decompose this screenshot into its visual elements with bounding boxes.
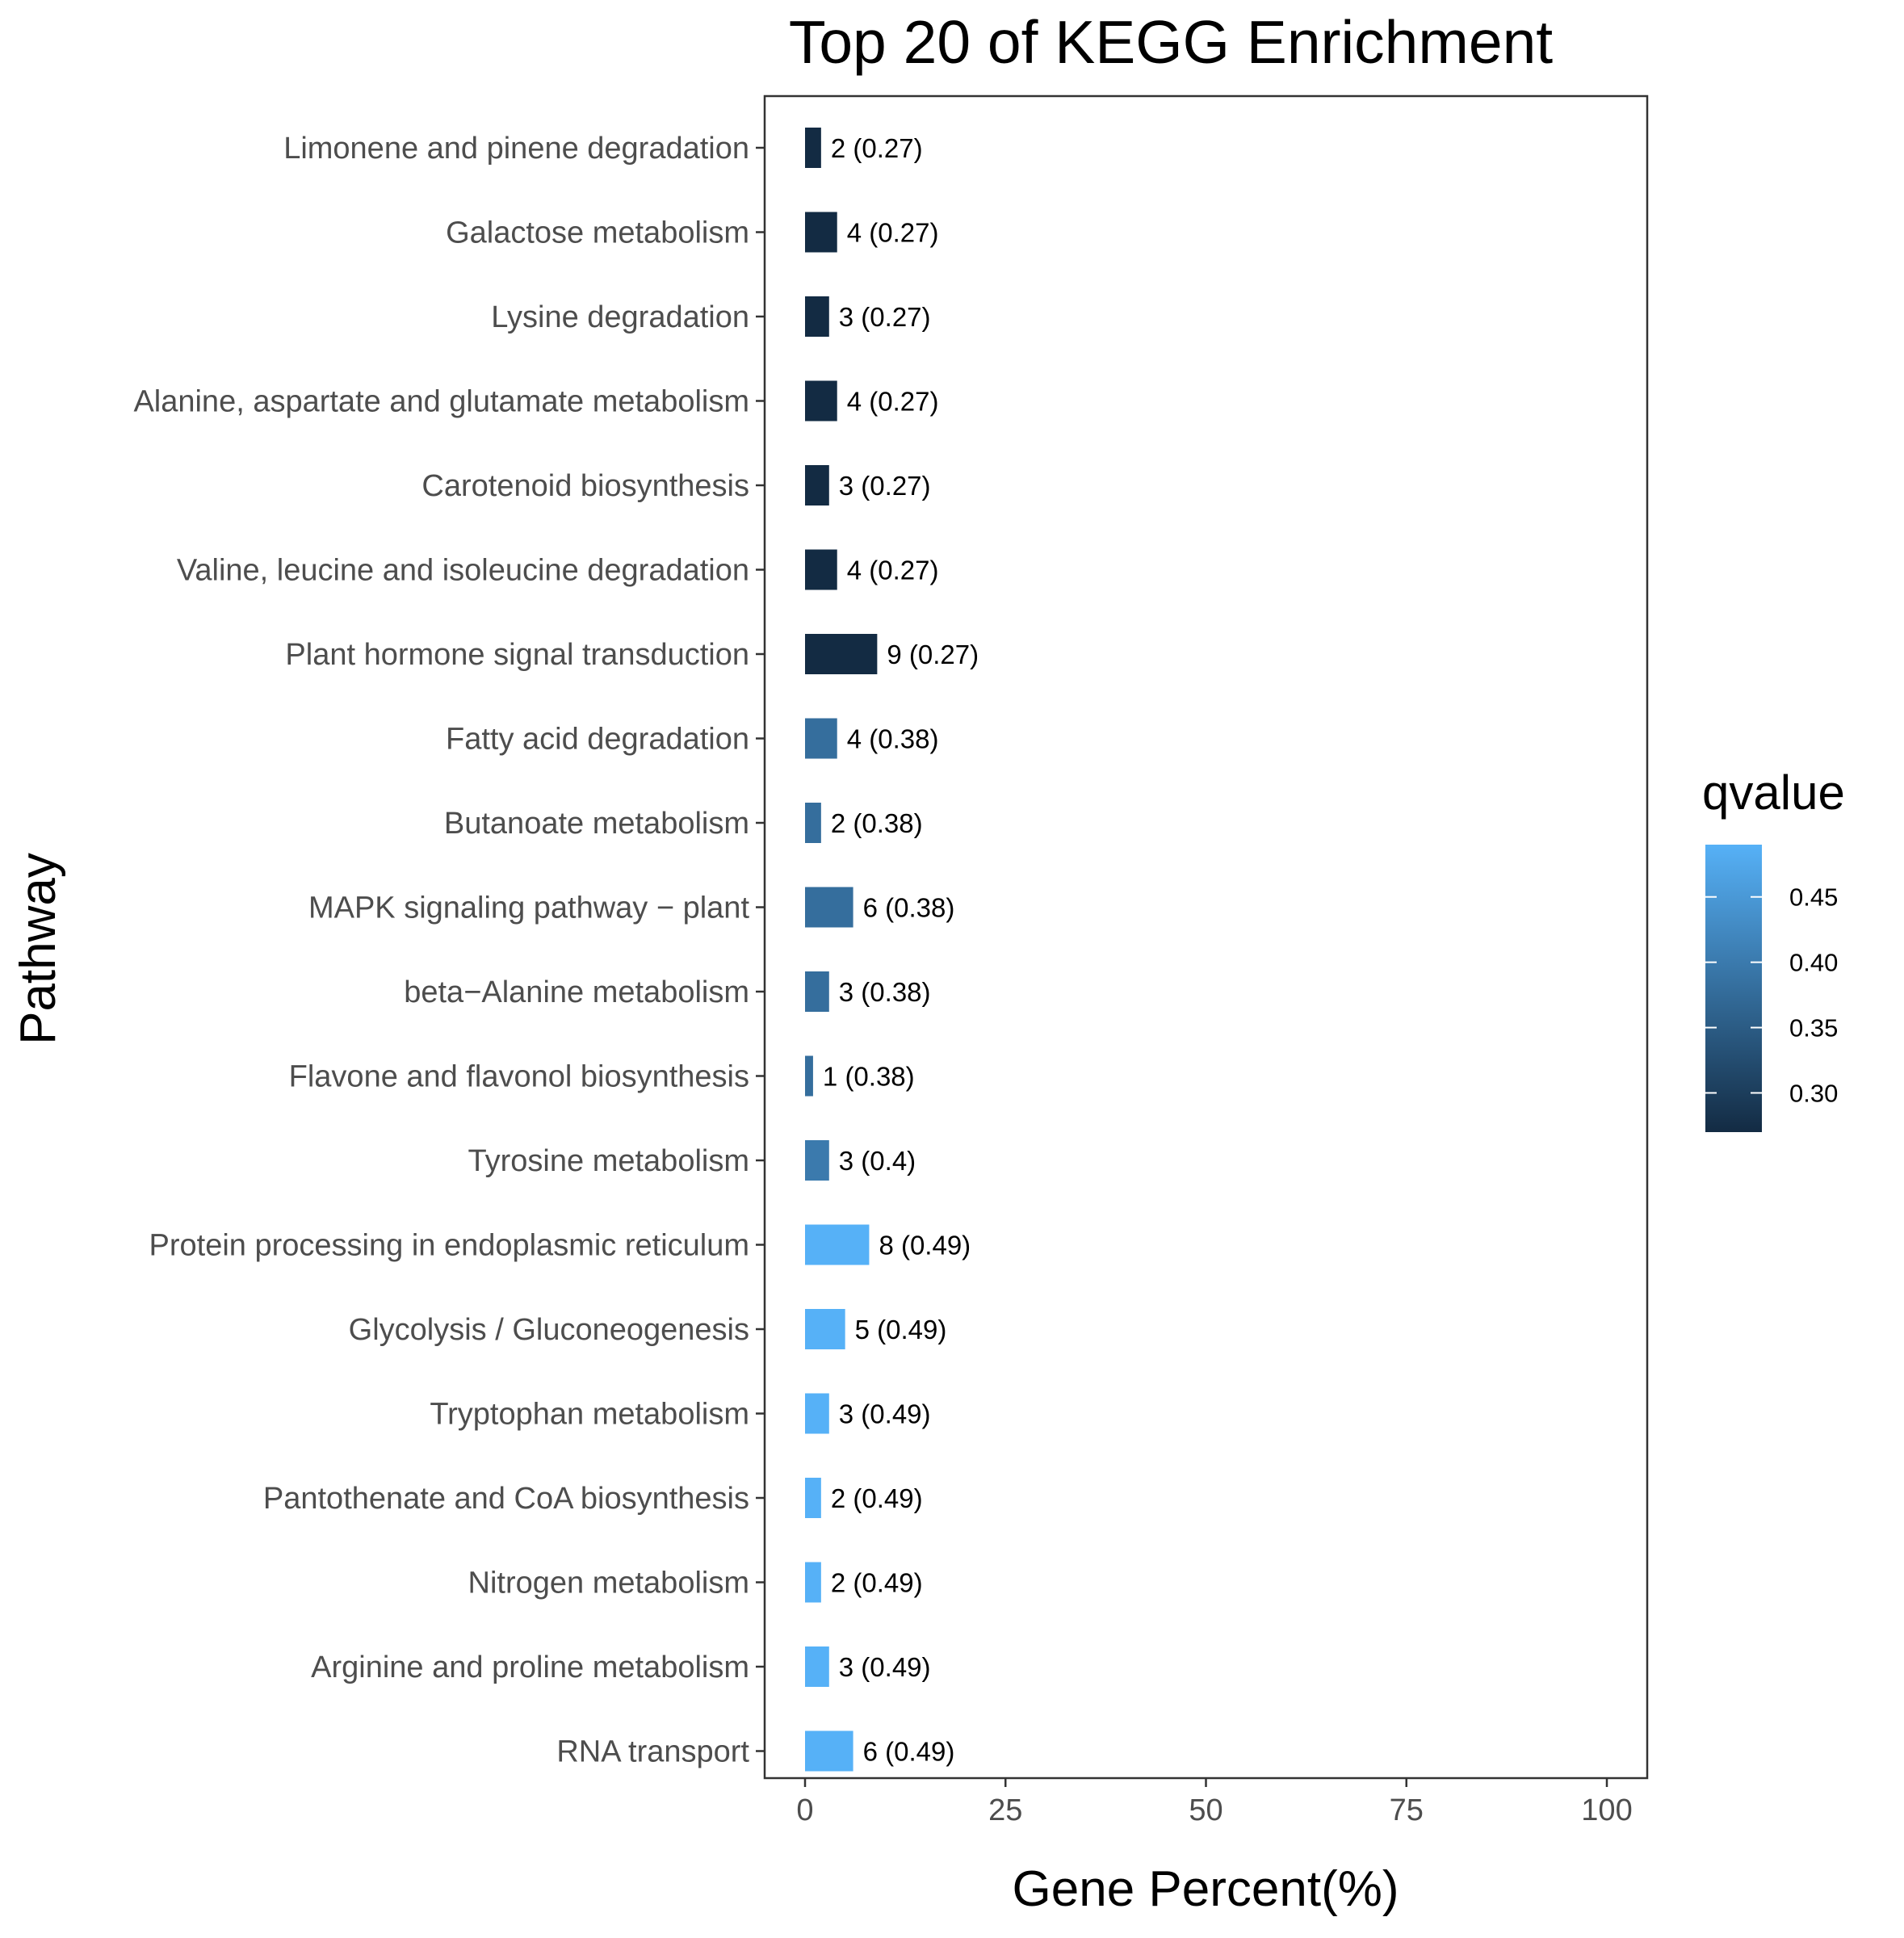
bar	[805, 380, 837, 422]
y-tick-label: Carotenoid biosynthesis	[421, 469, 749, 503]
bar	[805, 1055, 813, 1097]
data-label: 4 (0.38)	[847, 724, 939, 754]
y-tick-label: MAPK signaling pathway − plant	[308, 891, 749, 925]
data-label: 6 (0.38)	[863, 893, 955, 923]
legend-tick-label: 0.45	[1789, 883, 1838, 912]
data-label: 6 (0.49)	[863, 1737, 955, 1767]
bar	[805, 296, 829, 337]
bar	[805, 634, 878, 674]
bar	[805, 1562, 821, 1603]
y-tick-label: Butanoate metabolism	[444, 807, 749, 841]
y-tick-label: Plant hormone signal transduction	[285, 638, 749, 672]
x-tick-label: 25	[988, 1793, 1022, 1827]
y-tick-label: Nitrogen metabolism	[468, 1567, 749, 1600]
x-axis-title: Gene Percent(%)	[1013, 1861, 1399, 1917]
x-tick-label: 50	[1189, 1793, 1223, 1827]
plot-panel	[763, 94, 1649, 1780]
bar	[805, 718, 837, 759]
y-tick-label: Fatty acid degradation	[446, 723, 749, 757]
x-axis: 0 25 50 75 100	[796, 1778, 1633, 1827]
bars-group	[805, 128, 878, 1772]
y-tick-label: Tyrosine metabolism	[468, 1144, 749, 1178]
legend-tick-label: 0.40	[1789, 949, 1838, 977]
y-tick-label: Limonene and pinene degradation	[283, 132, 749, 166]
bar	[805, 465, 829, 505]
data-label: 3 (0.27)	[839, 302, 931, 332]
data-label: 9 (0.27)	[887, 640, 979, 669]
bar	[805, 1140, 829, 1181]
y-tick-label: Arginine and proline metabolism	[311, 1651, 749, 1684]
bar	[805, 803, 821, 843]
data-labels-group: 2 (0.27) 4 (0.27) 3 (0.27) 4 (0.27) 3 (0.27)…	[823, 133, 979, 1767]
data-label: 3 (0.38)	[839, 977, 931, 1007]
data-label: 3 (0.49)	[839, 1652, 931, 1682]
data-label: 2 (0.27)	[831, 133, 923, 163]
bar	[805, 887, 853, 928]
bar	[805, 1646, 829, 1687]
legend-tick-label: 0.30	[1789, 1079, 1838, 1107]
data-label: 3 (0.4)	[839, 1146, 916, 1176]
legend-tick-label: 0.35	[1789, 1014, 1838, 1042]
data-label: 1 (0.38)	[823, 1062, 915, 1092]
y-tick-label: Tryptophan metabolism	[430, 1398, 749, 1432]
chart-title: Top 20 of KEGG Enrichment	[789, 8, 1553, 76]
bar	[805, 549, 837, 590]
bar	[805, 1730, 853, 1772]
data-label: 4 (0.27)	[847, 387, 939, 417]
data-label: 2 (0.49)	[831, 1483, 923, 1513]
y-tick-label: Protein processing in endoplasmic reticu…	[149, 1229, 749, 1263]
y-tick-label: Pantothenate and CoA biosynthesis	[263, 1482, 749, 1516]
legend-colorbar	[1705, 845, 1762, 1132]
data-label: 2 (0.49)	[831, 1568, 923, 1598]
x-tick-label: 100	[1581, 1793, 1632, 1827]
bar	[805, 128, 821, 168]
bar	[805, 1309, 845, 1349]
data-label: 5 (0.49)	[855, 1315, 947, 1344]
data-label: 4 (0.27)	[847, 556, 939, 585]
y-axis-title: Pathway	[10, 853, 66, 1045]
y-axis: Limonene and pinene degradation Galactose…	[133, 132, 765, 1769]
data-label: 3 (0.49)	[839, 1399, 931, 1429]
data-label: 3 (0.27)	[839, 471, 931, 501]
y-tick-label: beta−Alanine metabolism	[404, 975, 749, 1009]
bar	[805, 971, 829, 1012]
x-tick-label: 75	[1390, 1793, 1424, 1827]
data-label: 8 (0.49)	[879, 1231, 971, 1261]
legend-ticks: 0.30 0.35 0.40 0.45	[1705, 883, 1838, 1107]
y-tick-label: Galactose metabolism	[446, 216, 749, 250]
bar	[805, 1393, 829, 1434]
bar	[805, 1478, 821, 1518]
y-tick-label: RNA transport	[556, 1735, 749, 1769]
y-tick-label: Lysine degradation	[491, 300, 749, 334]
data-label: 2 (0.38)	[831, 808, 923, 838]
bar	[805, 212, 837, 253]
legend-title: qvalue	[1702, 766, 1845, 820]
y-tick-label: Glycolysis / Gluconeogenesis	[349, 1313, 749, 1347]
x-tick-label: 0	[796, 1793, 813, 1827]
legend: qvalue 0.30 0.35 0.40 0.45	[1702, 766, 1845, 1132]
bar	[805, 1224, 870, 1265]
data-label: 4 (0.27)	[847, 218, 939, 248]
y-tick-label: Flavone and flavonol biosynthesis	[289, 1060, 749, 1094]
y-tick-label: Valine, leucine and isoleucine degradati…	[177, 554, 749, 588]
y-tick-label: Alanine, aspartate and glutamate metabol…	[133, 385, 749, 419]
